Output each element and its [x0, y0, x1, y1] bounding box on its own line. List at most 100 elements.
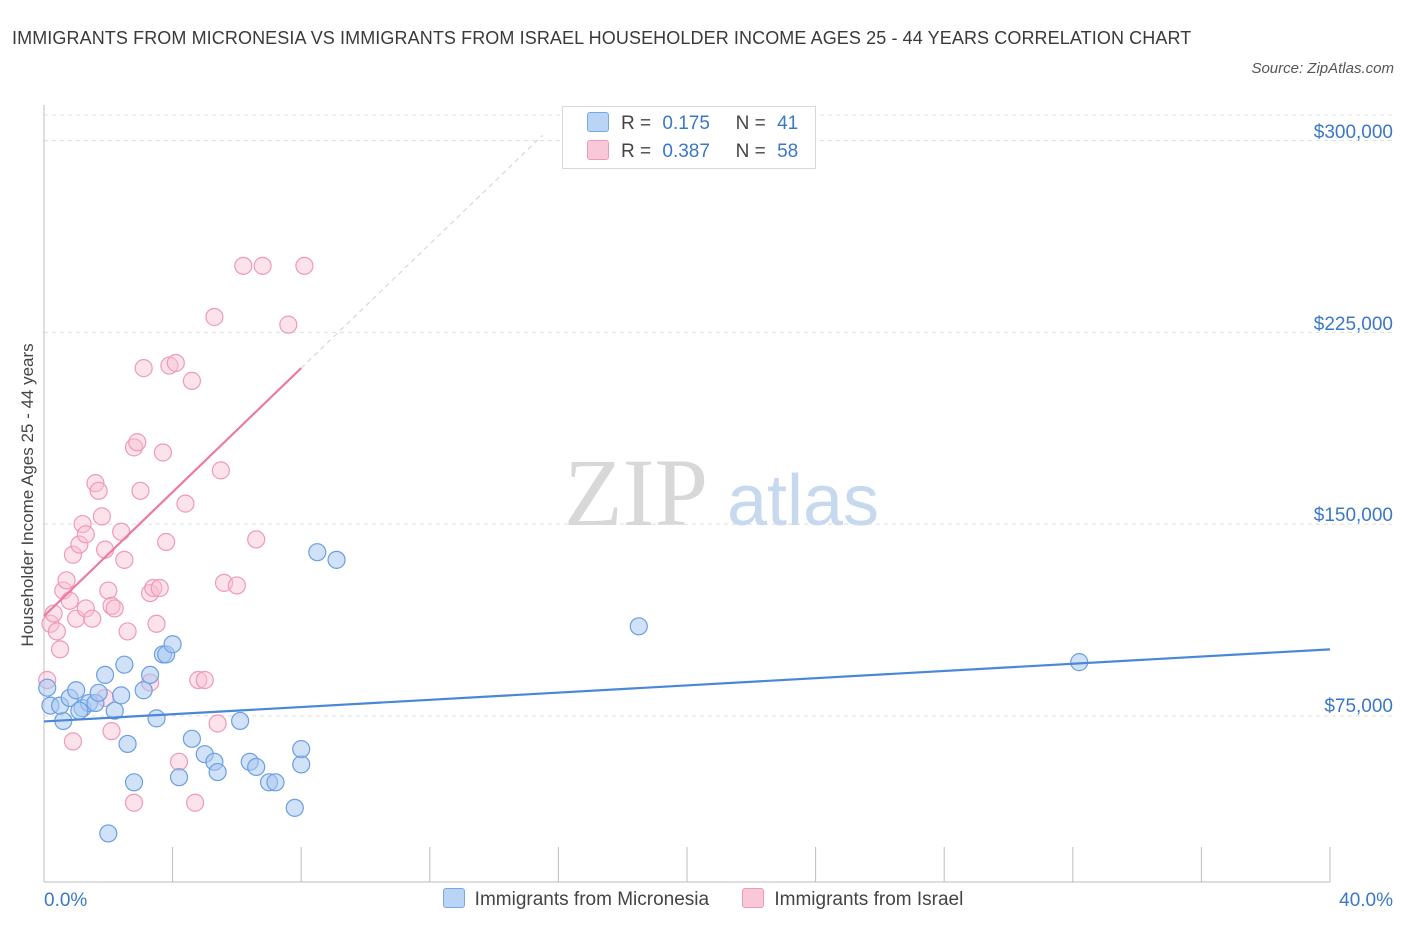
- israel-point: [50, 640, 70, 659]
- micronesia-point: [99, 824, 118, 843]
- israel-point: [118, 622, 137, 641]
- micronesia-point: [89, 683, 108, 702]
- micronesia-trend-line: [43, 648, 1331, 723]
- y-tick-label: $150,000: [1313, 505, 1393, 526]
- micronesia-point: [308, 543, 327, 562]
- micronesia-n-value: 41: [777, 113, 799, 134]
- israel-point: [76, 525, 95, 544]
- israel-point: [295, 256, 314, 275]
- israel-point: [134, 359, 153, 378]
- israel-point: [102, 722, 121, 741]
- micronesia-r-value: 0.175: [662, 113, 710, 134]
- watermark-zip: ZIP: [564, 439, 708, 546]
- micronesia-point: [140, 665, 160, 685]
- x-tick-label: 40.0%: [1339, 890, 1393, 911]
- israel-point: [157, 532, 176, 552]
- stats-row-micronesia: R = 0.175 N = 41: [587, 111, 798, 137]
- israel-point: [124, 438, 144, 457]
- legend-label-micronesia: Immigrants from Micronesia: [474, 889, 710, 910]
- israel-point: [189, 670, 208, 690]
- israel-point: [102, 596, 121, 615]
- micronesia-point: [285, 798, 304, 817]
- israel-point: [153, 443, 173, 462]
- israel-point: [73, 514, 92, 534]
- y-tick-label: $225,000: [1313, 314, 1393, 335]
- israel-point: [211, 461, 230, 480]
- micronesia-point: [38, 678, 57, 697]
- israel-point: [128, 433, 147, 452]
- stats-row-israel: R = 0.387 N = 58: [587, 139, 798, 165]
- micronesia-point: [182, 729, 201, 748]
- micronesia-point: [115, 655, 134, 674]
- israel-point: [144, 578, 163, 598]
- source-label: Source: ZipAtlas.com: [1251, 60, 1394, 77]
- micronesia-point: [95, 665, 115, 685]
- watermark-atlas: atlas: [727, 461, 879, 541]
- micronesia-point: [163, 635, 182, 654]
- israel-point: [150, 578, 169, 598]
- micronesia-point: [67, 681, 86, 700]
- chart-legend: Immigrants from Micronesia Immigrants fr…: [0, 888, 1406, 911]
- israel-swatch: [587, 140, 609, 160]
- israel-point: [182, 371, 201, 390]
- israel-point: [253, 256, 272, 275]
- legend-item-micronesia[interactable]: Immigrants from Micronesia: [442, 888, 710, 911]
- micronesia-point: [247, 757, 266, 777]
- israel-point: [195, 670, 214, 690]
- israel-trend-extension: [300, 135, 543, 369]
- israel-point: [124, 793, 144, 812]
- legend-item-israel[interactable]: Immigrants from Israel: [742, 888, 963, 911]
- israel-point: [186, 793, 205, 812]
- israel-point: [83, 609, 102, 628]
- r-label: R =: [621, 141, 652, 162]
- micronesia-point: [629, 617, 648, 636]
- micronesia-point: [208, 762, 227, 782]
- micronesia-point: [124, 773, 144, 792]
- israel-point: [166, 353, 185, 373]
- micronesia-point: [147, 709, 166, 728]
- micronesia-point: [292, 739, 311, 759]
- micronesia-point: [118, 734, 137, 754]
- israel-point: [60, 591, 79, 610]
- israel-point: [70, 535, 89, 554]
- legend-label-israel: Immigrants from Israel: [774, 889, 964, 910]
- israel-point: [205, 307, 224, 327]
- n-label: N =: [735, 113, 766, 134]
- israel-point: [47, 622, 66, 641]
- n-label: N =: [735, 141, 766, 162]
- israel-point: [176, 494, 195, 513]
- micronesia-legend-swatch: [442, 888, 465, 908]
- israel-point: [63, 732, 83, 751]
- israel-point: [76, 599, 95, 618]
- micronesia-point: [134, 681, 153, 700]
- y-tick-label: $75,000: [1324, 696, 1393, 717]
- israel-point: [57, 571, 76, 590]
- israel-point: [112, 522, 131, 541]
- micronesia-point: [112, 686, 131, 705]
- israel-point: [234, 256, 253, 275]
- israel-point: [208, 714, 227, 733]
- micronesia-point: [327, 550, 346, 569]
- micronesia-point: [169, 768, 189, 787]
- israel-point: [99, 581, 118, 600]
- israel-r-value: 0.387: [662, 141, 710, 162]
- israel-point: [105, 599, 124, 618]
- israel-point: [131, 481, 150, 500]
- israel-point: [147, 614, 166, 633]
- israel-point: [227, 576, 246, 595]
- israel-legend-swatch: [742, 888, 765, 908]
- micronesia-point: [266, 773, 285, 792]
- israel-point: [279, 315, 298, 334]
- israel-point: [169, 752, 189, 771]
- y-tick-label: $300,000: [1313, 122, 1393, 143]
- chart-title: IMMIGRANTS FROM MICRONESIA VS IMMIGRANTS…: [12, 28, 1192, 48]
- israel-point: [89, 481, 108, 500]
- stats-legend-box: R = 0.175 N = 41 R = 0.387 N = 58: [562, 106, 816, 169]
- x-tick-label: 0.0%: [44, 890, 88, 911]
- israel-point: [92, 507, 111, 526]
- israel-point: [115, 550, 134, 569]
- israel-n-value: 58: [777, 141, 799, 162]
- micronesia-point: [70, 701, 89, 720]
- israel-point: [247, 530, 266, 549]
